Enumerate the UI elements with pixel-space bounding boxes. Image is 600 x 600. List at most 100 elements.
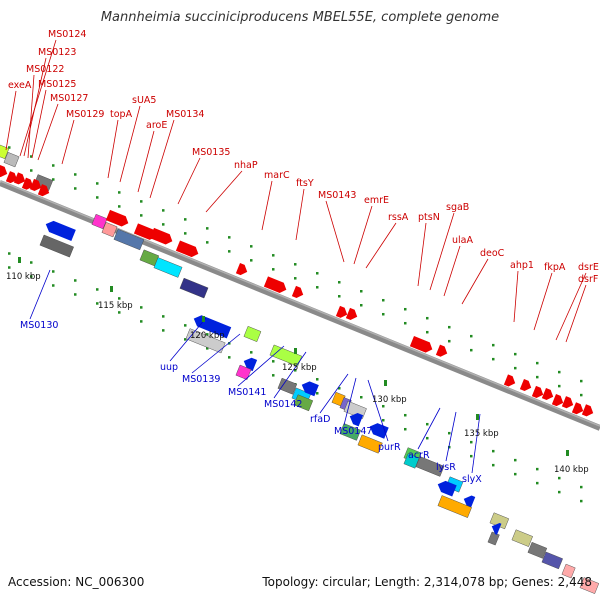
tick-mark: [492, 463, 495, 467]
gene-block: [113, 228, 145, 251]
label-leader: [37, 103, 59, 161]
gene-label-rssa[interactable]: rssA: [388, 212, 409, 223]
label-leader: [513, 270, 519, 323]
gene-label-sgab[interactable]: sgaB: [446, 202, 469, 213]
gene-label-ms0142[interactable]: MS0142: [264, 399, 302, 410]
tick-mark: [426, 422, 429, 426]
tick-mark: [30, 169, 33, 172]
label-leader: [565, 284, 587, 343]
label-leader: [19, 39, 57, 157]
gene-block: [561, 563, 576, 579]
gene-label-dsre[interactable]: dsrE: [578, 262, 599, 273]
tick-mark: [140, 320, 143, 323]
gene-block: [243, 326, 262, 342]
tick-mark: [316, 378, 319, 381]
major-tick: [18, 257, 21, 263]
gene-label-deoc[interactable]: deoC: [480, 248, 505, 259]
scale-label: 120 kbp: [190, 331, 225, 341]
major-tick: [110, 286, 113, 292]
tick-mark: [536, 481, 539, 485]
gene-label-aroe[interactable]: aroE: [146, 120, 167, 131]
gene-label-sua5[interactable]: sUA5: [132, 95, 156, 106]
gene-label-acrr[interactable]: acrR: [408, 450, 430, 461]
accession-text: Accession: NC_006300: [8, 575, 145, 589]
label-leader: [29, 269, 51, 320]
gene-block: [101, 222, 118, 238]
tick-mark: [338, 281, 341, 284]
gene-label-dsrf[interactable]: dsrF: [578, 274, 598, 285]
gene-label-nhap[interactable]: nhaP: [234, 160, 258, 171]
gene-label-ms0123[interactable]: MS0123: [38, 47, 76, 58]
gene-block: [527, 541, 548, 559]
tick-mark: [118, 297, 121, 300]
scale-label: 110 kbp: [6, 272, 41, 282]
tick-mark: [8, 252, 11, 255]
tick-mark: [96, 182, 99, 185]
tick-mark: [448, 339, 451, 343]
gene-label-ms0135[interactable]: MS0135: [192, 147, 230, 158]
major-tick: [566, 450, 569, 456]
gene-block: [437, 495, 472, 518]
gene-label-ms0134[interactable]: MS0134: [166, 109, 204, 120]
tick-mark: [52, 178, 55, 181]
gene-label-ms0130[interactable]: MS0130: [20, 320, 58, 331]
tick-mark: [580, 485, 583, 489]
gene-label-lysr[interactable]: lysR: [436, 462, 456, 473]
scale-label: 125 kbp: [282, 363, 317, 373]
tick-mark: [228, 356, 231, 359]
tick-mark: [382, 298, 385, 302]
gene-label-marc[interactable]: marC: [264, 170, 290, 181]
gene-label-ms0139[interactable]: MS0139: [182, 374, 220, 385]
reverse-gene-arrow: [463, 495, 476, 509]
tick-mark: [96, 302, 99, 305]
gene-labels: exeA MS0124 MS0123 MS0122 MS0125 MS0127 MS0129…: [8, 29, 599, 485]
gene-label-ms0141[interactable]: MS0141: [228, 387, 266, 398]
label-leader: [237, 345, 285, 387]
gene-label-ms0147[interactable]: MS0147: [334, 426, 372, 437]
tick-mark: [272, 360, 275, 363]
gene-label-exea[interactable]: exeA: [8, 80, 32, 91]
label-leader: [23, 57, 47, 157]
gene-label-ms0143[interactable]: MS0143: [318, 190, 356, 201]
forward-gene-arrow: [541, 387, 554, 401]
label-leader: [325, 200, 345, 263]
tick-mark: [536, 375, 539, 379]
gene-label-ftsy[interactable]: ftsY: [296, 178, 314, 189]
gene-label-ptsn[interactable]: ptsN: [418, 212, 440, 223]
forward-gene-arrow: [335, 305, 348, 318]
tick-mark: [162, 223, 165, 226]
gene-label-ahp1[interactable]: ahp1: [510, 260, 534, 271]
tick-mark: [294, 263, 297, 266]
gene-label-topa[interactable]: topA: [110, 109, 133, 120]
label-leader: [443, 245, 461, 297]
forward-gene-arrow: [29, 178, 42, 191]
gene-label-ms0127[interactable]: MS0127: [50, 93, 88, 104]
label-leader: [273, 351, 307, 399]
gene-label-ulaa[interactable]: ulaA: [452, 235, 473, 246]
forward-gene-arrow: [503, 374, 516, 387]
gene-label-uup[interactable]: uup: [160, 362, 178, 373]
gene-label-ms0122[interactable]: MS0122: [26, 64, 64, 75]
gene-label-rfad[interactable]: rfaD: [310, 414, 330, 425]
tick-mark: [272, 374, 275, 377]
gene-label-ms0125[interactable]: MS0125: [38, 79, 76, 90]
reverse-gene-arrow: [349, 412, 364, 427]
tick-mark: [118, 205, 121, 208]
gene-block: [403, 453, 420, 469]
tick-mark: [558, 476, 561, 480]
gene-label-emre[interactable]: emrE: [364, 195, 389, 206]
scale-label: 115 kbp: [98, 301, 133, 311]
reverse-gene-arrow: [45, 220, 76, 241]
gene-label-fkpa[interactable]: fkpA: [544, 262, 566, 273]
gene-label-purr[interactable]: purR: [378, 442, 401, 453]
gene-label-ms0129[interactable]: MS0129: [66, 109, 104, 120]
gene-label-ms0124[interactable]: MS0124: [48, 29, 86, 40]
reverse-gene-arrow: [491, 522, 502, 535]
gene-label-slyx[interactable]: slyX: [462, 474, 482, 485]
label-leader: [367, 379, 389, 442]
tick-mark: [360, 396, 363, 399]
tick-mark: [316, 286, 319, 289]
label-leader: [31, 89, 47, 159]
tick-mark: [96, 288, 99, 291]
